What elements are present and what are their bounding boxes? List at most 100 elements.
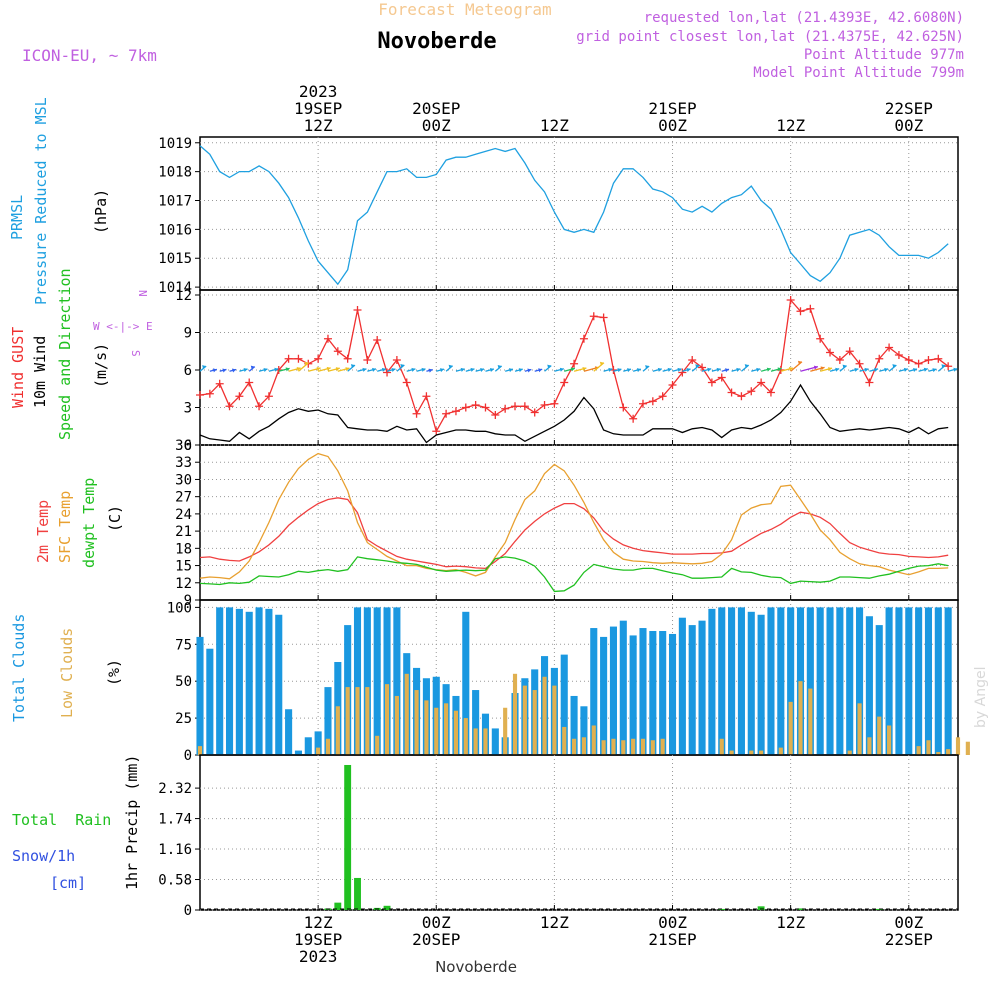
gust-marker bbox=[245, 378, 254, 387]
low-cloud-bar bbox=[887, 725, 892, 755]
gust-marker bbox=[914, 359, 923, 368]
gust-marker bbox=[757, 378, 766, 387]
wind-arrow-head bbox=[304, 361, 309, 366]
wind-arrow-head bbox=[923, 367, 928, 372]
gust-marker bbox=[432, 427, 441, 436]
wind-arrow-head bbox=[617, 368, 622, 373]
temp-2m-label: 2m Temp bbox=[34, 500, 52, 563]
footer-location: Novoberde bbox=[435, 958, 517, 976]
wind-arrow-head bbox=[428, 368, 433, 373]
wind-arrow-head bbox=[657, 367, 662, 372]
total-cloud-bar bbox=[885, 607, 893, 755]
gust-marker bbox=[501, 404, 510, 413]
y-tick-label: 12 bbox=[175, 288, 192, 304]
pressure-labels: PRMSL Pressure Reduced to MSL (hPa) bbox=[8, 97, 110, 305]
wind-arrow-head bbox=[527, 368, 532, 373]
total-cloud-bar bbox=[826, 607, 834, 755]
total-cloud-bar bbox=[846, 607, 854, 755]
low-cloud-bar bbox=[463, 718, 468, 755]
top-tick-label: 12Z bbox=[776, 116, 805, 135]
low-cloud-bar bbox=[384, 684, 390, 755]
y-tick-label: 0 bbox=[184, 903, 192, 919]
total-cloud-bar bbox=[895, 607, 903, 755]
wind-arrow-head bbox=[864, 367, 869, 372]
gust-marker bbox=[491, 411, 500, 419]
gust-marker bbox=[786, 296, 795, 304]
low-cloud-bar bbox=[778, 747, 783, 755]
wind-arrow-head bbox=[828, 367, 833, 372]
y-tick-label: 33 bbox=[175, 455, 192, 471]
gust-marker bbox=[717, 373, 726, 382]
wind-arrow-head bbox=[756, 367, 761, 372]
gust-marker bbox=[727, 388, 736, 397]
total-cloud-bar bbox=[314, 731, 322, 755]
low-cloud-bar bbox=[857, 703, 862, 755]
total-cloud-bar bbox=[580, 706, 588, 755]
y-tick-label: 1.74 bbox=[158, 812, 192, 828]
total-cloud-bar bbox=[560, 654, 568, 755]
total-cloud-bar bbox=[373, 607, 381, 755]
bottom-tick-label: 12Z bbox=[304, 913, 333, 932]
y-tick-label: 100 bbox=[167, 600, 192, 616]
y-tick-label: 21 bbox=[175, 524, 192, 540]
low-cloud-bar bbox=[847, 750, 852, 755]
gust-marker bbox=[658, 392, 667, 401]
bottom-tick-label: 19SEP bbox=[294, 930, 342, 949]
gust-marker bbox=[826, 348, 835, 357]
wind-arrow-head bbox=[686, 368, 691, 373]
total-cloud-bar bbox=[875, 625, 883, 755]
wind-arrow-head bbox=[391, 367, 396, 372]
y-tick-label: 36 bbox=[175, 438, 192, 454]
y-tick-label: 18 bbox=[175, 541, 192, 557]
wind-10m-label: 10m Wind bbox=[31, 336, 49, 408]
low-cloud-bar bbox=[631, 738, 636, 755]
precip-bar bbox=[383, 905, 391, 910]
total-clouds-label: Total Clouds bbox=[10, 614, 28, 722]
total-cloud-bar bbox=[688, 625, 696, 755]
gust-marker bbox=[363, 356, 372, 364]
bottom-tick-label: 2023 bbox=[299, 947, 338, 966]
total-cloud-bar bbox=[383, 607, 391, 755]
wind-arrow-head bbox=[570, 367, 575, 372]
gust-marker bbox=[294, 354, 303, 363]
low-cloud-bar bbox=[759, 750, 764, 755]
location-title: Novoberde bbox=[377, 29, 496, 54]
wind-arrow-head bbox=[263, 367, 268, 372]
low-cloud-bar bbox=[325, 738, 331, 755]
wind-arrow-head bbox=[884, 367, 889, 372]
total-cloud-bar bbox=[235, 608, 243, 755]
wind-arrow-head bbox=[274, 367, 279, 372]
panel-frame bbox=[199, 599, 959, 756]
low-cloud-bar bbox=[719, 738, 724, 755]
gust-marker bbox=[688, 356, 697, 364]
low-cloud-bar bbox=[552, 685, 557, 755]
wind-arrow-head bbox=[372, 367, 377, 372]
precip-bar bbox=[757, 906, 765, 910]
bottom-tick-label: 00Z bbox=[894, 913, 923, 932]
total-cloud-bar bbox=[777, 607, 785, 755]
wind-arrow-head bbox=[470, 367, 475, 372]
low-cloud-bar bbox=[512, 673, 518, 755]
prmsl-label: PRMSL bbox=[8, 195, 26, 240]
gust-marker bbox=[225, 402, 234, 411]
total-rain-label: Total Rain bbox=[12, 811, 111, 829]
wind-arrow-head bbox=[777, 367, 782, 372]
top-tick-label: 19SEP bbox=[294, 99, 342, 118]
gust-marker bbox=[737, 392, 746, 401]
total-cloud-bar bbox=[265, 608, 273, 755]
y-tick-label: 0.58 bbox=[158, 873, 192, 889]
gust-marker bbox=[629, 414, 638, 423]
bottom-tick-label: 20SEP bbox=[412, 930, 460, 949]
low-cloud-bar bbox=[591, 725, 596, 755]
wind-arrow-head bbox=[316, 366, 321, 371]
gust-marker bbox=[944, 362, 953, 371]
low-cloud-bar bbox=[640, 738, 646, 755]
total-cloud-bar bbox=[668, 633, 677, 755]
wind-arrows bbox=[199, 360, 958, 373]
gust-marker bbox=[707, 378, 716, 387]
y-tick-label: 1019 bbox=[158, 136, 192, 152]
wind-arrow-head bbox=[599, 361, 604, 366]
wind-arrow-head bbox=[400, 363, 405, 368]
